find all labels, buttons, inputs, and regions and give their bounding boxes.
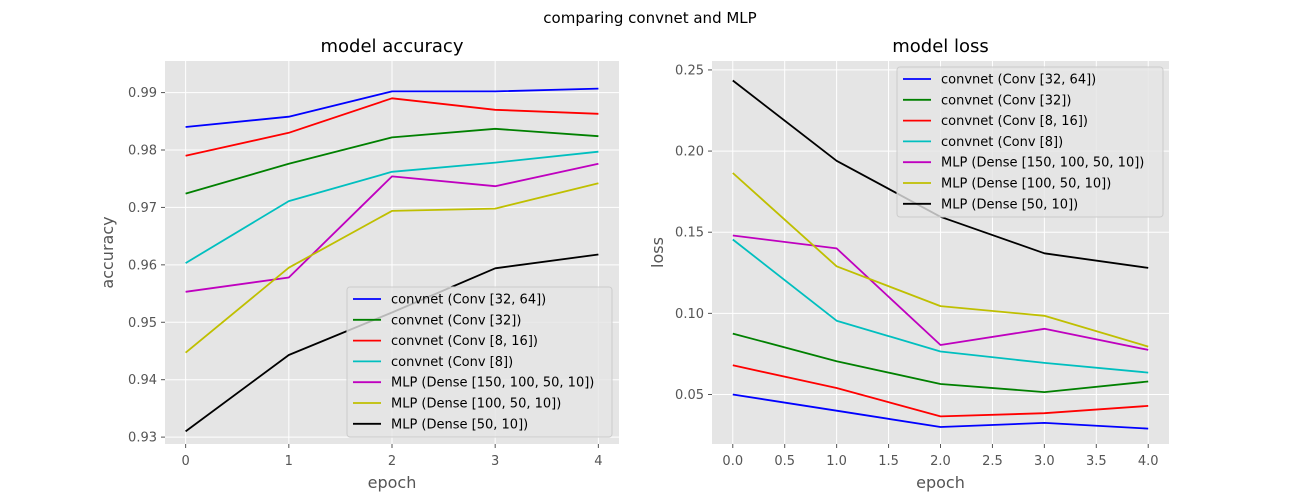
loss-series-line-4	[732, 234, 1149, 351]
accuracy-x-tick-label: 3	[491, 454, 499, 469]
loss-legend-label-2: convnet (Conv [8, 16])	[941, 114, 1088, 129]
loss-x-tick-label: 3.0	[1034, 454, 1055, 469]
loss-y-tick-label: 0.10	[675, 307, 704, 322]
loss-x-tick-label: 2.5	[982, 454, 1003, 469]
accuracy-series-line-5	[185, 182, 599, 354]
loss-chart-title: model loss	[892, 36, 989, 57]
loss-x-tick-label: 4.0	[1138, 454, 1159, 469]
loss-y-axis-label: loss	[648, 237, 667, 268]
accuracy-series-line-0	[185, 87, 599, 128]
loss-series-line-2	[732, 364, 1149, 418]
loss-y-tick-label: 0.20	[675, 145, 704, 160]
accuracy-x-axis-label: epoch	[368, 473, 417, 492]
loss-y-tick-label: 0.05	[675, 388, 704, 403]
accuracy-x-tick-label: 1	[285, 454, 293, 469]
loss-series-line-5	[732, 172, 1149, 348]
accuracy-y-tick-label: 0.93	[128, 431, 157, 446]
loss-x-tick-label: 0.5	[774, 454, 795, 469]
loss-legend-label-6: MLP (Dense [50, 10])	[941, 197, 1078, 212]
accuracy-legend-label-3: convnet (Conv [8])	[391, 355, 513, 370]
loss-series-line-0	[732, 393, 1149, 430]
loss-y-tick-label: 0.25	[675, 63, 704, 78]
loss-x-tick-label: 3.5	[1086, 454, 1107, 469]
loss-legend	[896, 66, 1164, 218]
accuracy-y-tick-label: 0.94	[128, 373, 157, 388]
accuracy-series-line-4	[185, 162, 599, 293]
accuracy-y-tick-label: 0.96	[128, 258, 157, 273]
accuracy-x-tick-label: 0	[181, 454, 189, 469]
accuracy-legend-label-1: convnet (Conv [32])	[391, 313, 521, 328]
accuracy-x-tick-label: 2	[388, 454, 396, 469]
loss-series-line-3	[732, 238, 1149, 374]
accuracy-series-line-2	[185, 97, 599, 157]
loss-chart: 0.0 0.5 1.0 1.5 2.0 2.5 3.0 3.5 4.0 0.05 0.10 0.15 0…	[648, 36, 1169, 492]
loss-x-tick-label: 2.0	[930, 454, 951, 469]
loss-series-line-1	[732, 332, 1149, 394]
accuracy-legend-label-6: MLP (Dense [50, 10])	[391, 417, 528, 432]
loss-y-tick-label: 0.15	[675, 226, 704, 241]
loss-legend-label-4: MLP (Dense [150, 100, 50, 10])	[941, 156, 1144, 171]
loss-legend-label-5: MLP (Dense [100, 50, 10])	[941, 177, 1111, 192]
accuracy-legend-label-2: convnet (Conv [8, 16])	[391, 334, 538, 349]
loss-legend-label-0: convnet (Conv [32, 64])	[941, 73, 1096, 88]
loss-x-tick-label: 0.0	[722, 454, 743, 469]
accuracy-y-tick-label: 0.97	[128, 201, 157, 216]
accuracy-x-tick-label: 4	[594, 454, 602, 469]
accuracy-y-tick-label: 0.95	[128, 316, 157, 331]
figure-suptitle: comparing convnet and MLP	[543, 9, 756, 27]
accuracy-legend-label-4: MLP (Dense [150, 100, 50, 10])	[391, 376, 594, 391]
accuracy-y-tick-label: 0.98	[128, 144, 157, 159]
accuracy-chart: 0 1 2 3 4 0.93 0.94 0.95 0.96 0.97 0.98 0.99 model a…	[98, 36, 619, 492]
accuracy-chart-title: model accuracy	[321, 36, 464, 57]
accuracy-legend-label-0: convnet (Conv [32, 64])	[391, 293, 546, 308]
loss-legend-label-3: convnet (Conv [8])	[941, 135, 1063, 150]
accuracy-series-line-3	[185, 150, 599, 264]
accuracy-legend	[346, 286, 613, 438]
accuracy-series-line-1	[185, 127, 599, 195]
accuracy-y-axis-label: accuracy	[98, 216, 117, 288]
accuracy-legend-label-5: MLP (Dense [100, 50, 10])	[391, 397, 561, 412]
loss-legend-label-1: convnet (Conv [32])	[941, 93, 1071, 108]
loss-x-axis-label: epoch	[916, 473, 965, 492]
accuracy-y-tick-label: 0.99	[128, 86, 157, 101]
loss-x-tick-label: 1.0	[826, 454, 847, 469]
loss-x-tick-label: 1.5	[878, 454, 899, 469]
